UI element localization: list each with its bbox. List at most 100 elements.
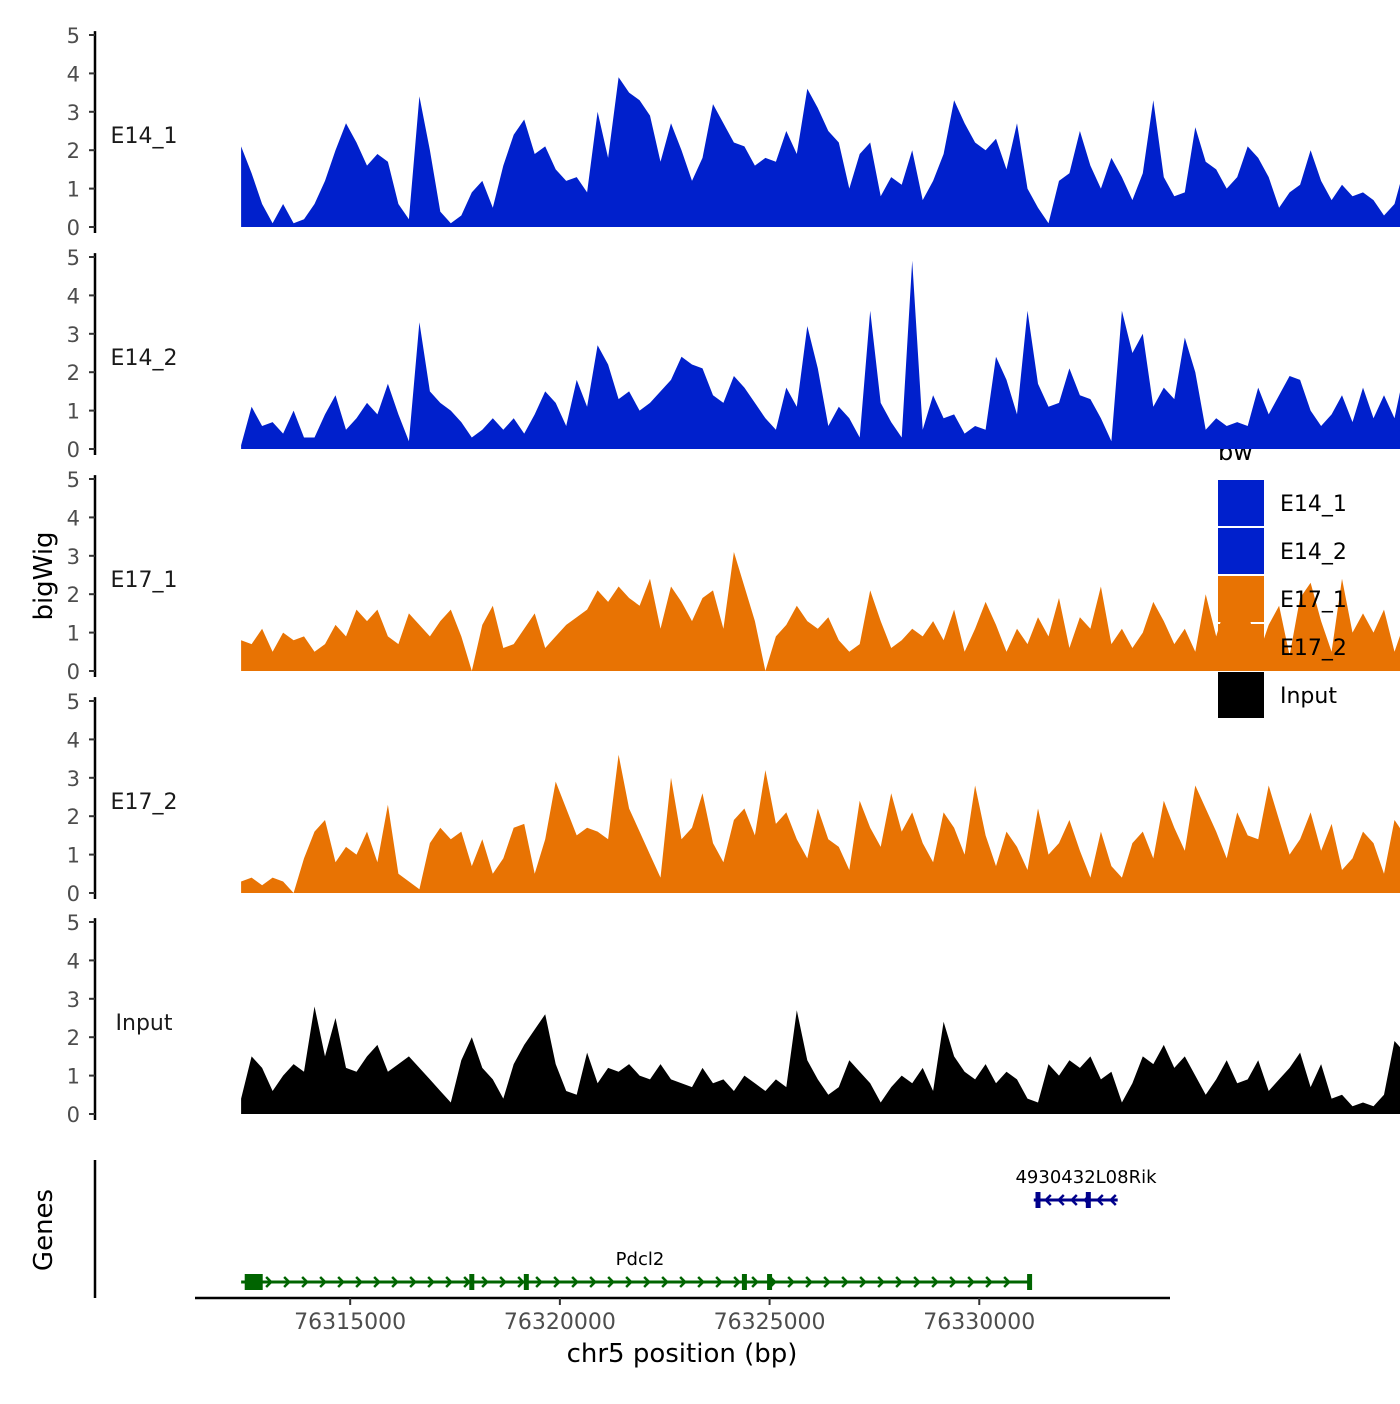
strand-arrow: [409, 1276, 417, 1288]
y-tick-label: 1: [67, 400, 80, 424]
strand-arrow: [985, 1276, 993, 1288]
strand-arrow: [643, 1276, 651, 1288]
strand-arrow: [751, 1276, 759, 1288]
legend-swatch: [1218, 672, 1264, 718]
y-tick-label: 4: [67, 949, 80, 973]
y-tick-label: 2: [67, 1026, 80, 1050]
strand-arrow: [1044, 1194, 1052, 1206]
track-panels: 0 1 2 3 4 5 E14_1 0 1 2 3 4 5 E14_2 0 1 2 3 4 5 E17_1 0 1 2 3 4 5 E…: [67, 24, 1400, 1127]
gene-exon: [469, 1274, 475, 1290]
panel-label: Input: [116, 1011, 173, 1036]
legend-item-e17-2: E17_2: [1218, 624, 1347, 670]
strand-arrow: [535, 1276, 543, 1288]
strand-arrow: [607, 1276, 615, 1288]
strand-arrow: [823, 1276, 831, 1288]
panel-label: E14_1: [111, 124, 178, 149]
area-series-e17-2: [241, 754, 1400, 893]
strand-arrow: [697, 1276, 705, 1288]
y-tick-label: 5: [67, 690, 80, 714]
legend-label: E17_1: [1280, 588, 1347, 613]
legend-item-e14-2: E14_2: [1218, 528, 1347, 574]
gene-exon: [1085, 1192, 1091, 1208]
strand-arrow: [931, 1276, 939, 1288]
gene-exon: [523, 1274, 529, 1290]
y-axis-title: bigWig: [29, 531, 59, 620]
gene-label: 4930432L08Rik: [1015, 1167, 1157, 1188]
y-tick-label: 5: [67, 246, 80, 270]
x-tick-label: 76315000: [294, 1310, 406, 1335]
strand-arrow: [445, 1276, 453, 1288]
gene-4930432l08rik: 4930432L08Rik: [1015, 1167, 1157, 1208]
panel-label: E17_1: [111, 568, 178, 593]
x-axis: 76315000 76320000 76325000 76330000: [195, 1296, 1170, 1335]
legend-swatch: [1218, 624, 1264, 670]
area-series-input: [241, 1006, 1400, 1114]
legend-swatch: [1218, 576, 1264, 622]
legend-label: E14_2: [1280, 540, 1347, 565]
strand-arrow: [715, 1276, 723, 1288]
legend-label: E17_2: [1280, 636, 1347, 661]
panel-e14-2: 0 1 2 3 4 5 E14_2: [67, 246, 1400, 462]
y-tick-label: 0: [67, 660, 80, 684]
strand-arrow: [1109, 1194, 1117, 1206]
y-tick-label: 3: [67, 323, 80, 347]
strand-arrow: [373, 1276, 381, 1288]
gene-pdcl2: Pdcl2: [241, 1249, 1033, 1290]
y-tick-label: 1: [67, 622, 80, 646]
gene-exon: [767, 1274, 773, 1290]
strand-arrow: [805, 1276, 813, 1288]
y-tick-label: 0: [67, 882, 80, 906]
panel-label: E14_2: [111, 346, 178, 371]
y-tick-label: 0: [67, 1103, 80, 1127]
strand-arrow: [589, 1276, 597, 1288]
y-tick-label: 2: [67, 583, 80, 607]
y-tick-label: 1: [67, 1065, 80, 1089]
strand-arrow: [661, 1276, 669, 1288]
strand-arrow: [625, 1276, 633, 1288]
legend-label: E14_1: [1280, 492, 1347, 517]
strand-arrow: [481, 1276, 489, 1288]
legend: E14_1 E14_2 E17_1 E17_2 Input: [1218, 480, 1347, 718]
strand-arrow: [517, 1276, 525, 1288]
area-series-e14-1: [241, 77, 1400, 227]
legend-item-e14-1: E14_1: [1218, 480, 1347, 526]
y-tick-label: 1: [67, 844, 80, 868]
gene-exon: [1035, 1192, 1041, 1208]
strand-arrow: [391, 1276, 399, 1288]
gene-track: Pdcl2 4930432L08Rik: [93, 1160, 1157, 1298]
strand-arrow: [841, 1276, 849, 1288]
x-tick-label: 76330000: [923, 1310, 1035, 1335]
y-tick-label: 3: [67, 545, 80, 569]
legend-swatch: [1218, 480, 1264, 526]
strand-arrow: [463, 1276, 471, 1288]
y-tick-label: 5: [67, 24, 80, 48]
legend-swatch: [1218, 528, 1264, 574]
strand-arrow: [949, 1276, 957, 1288]
strand-arrow: [337, 1276, 345, 1288]
legend-item-e17-1: E17_1: [1218, 576, 1347, 622]
strand-arrow: [319, 1276, 327, 1288]
gene-label: Pdcl2: [616, 1249, 665, 1270]
y-tick-label: 1: [67, 178, 80, 202]
y-tick-label: 0: [67, 216, 80, 240]
panel-e14-1: 0 1 2 3 4 5 E14_1: [67, 24, 1400, 240]
panel-input: 0 1 2 3 4 5 Input: [67, 911, 1400, 1127]
gene-exon: [1027, 1274, 1033, 1290]
y-tick-label: 2: [67, 139, 80, 163]
strand-arrow: [355, 1276, 363, 1288]
y-tick-label: 5: [67, 468, 80, 492]
strand-arrow: [1003, 1276, 1011, 1288]
strand-arrow: [1057, 1194, 1065, 1206]
y-tick-label: 2: [67, 805, 80, 829]
strand-arrow: [571, 1276, 579, 1288]
y-tick-label: 0: [67, 438, 80, 462]
legend-item-input: Input: [1218, 672, 1337, 718]
area-series-e17-1: [241, 552, 1400, 671]
y-tick-label: 4: [67, 728, 80, 752]
y-tick-label: 4: [67, 62, 80, 86]
panel-label: E17_2: [111, 790, 178, 815]
strand-arrow: [877, 1276, 885, 1288]
strand-arrow: [859, 1276, 867, 1288]
y-tick-label: 2: [67, 361, 80, 385]
